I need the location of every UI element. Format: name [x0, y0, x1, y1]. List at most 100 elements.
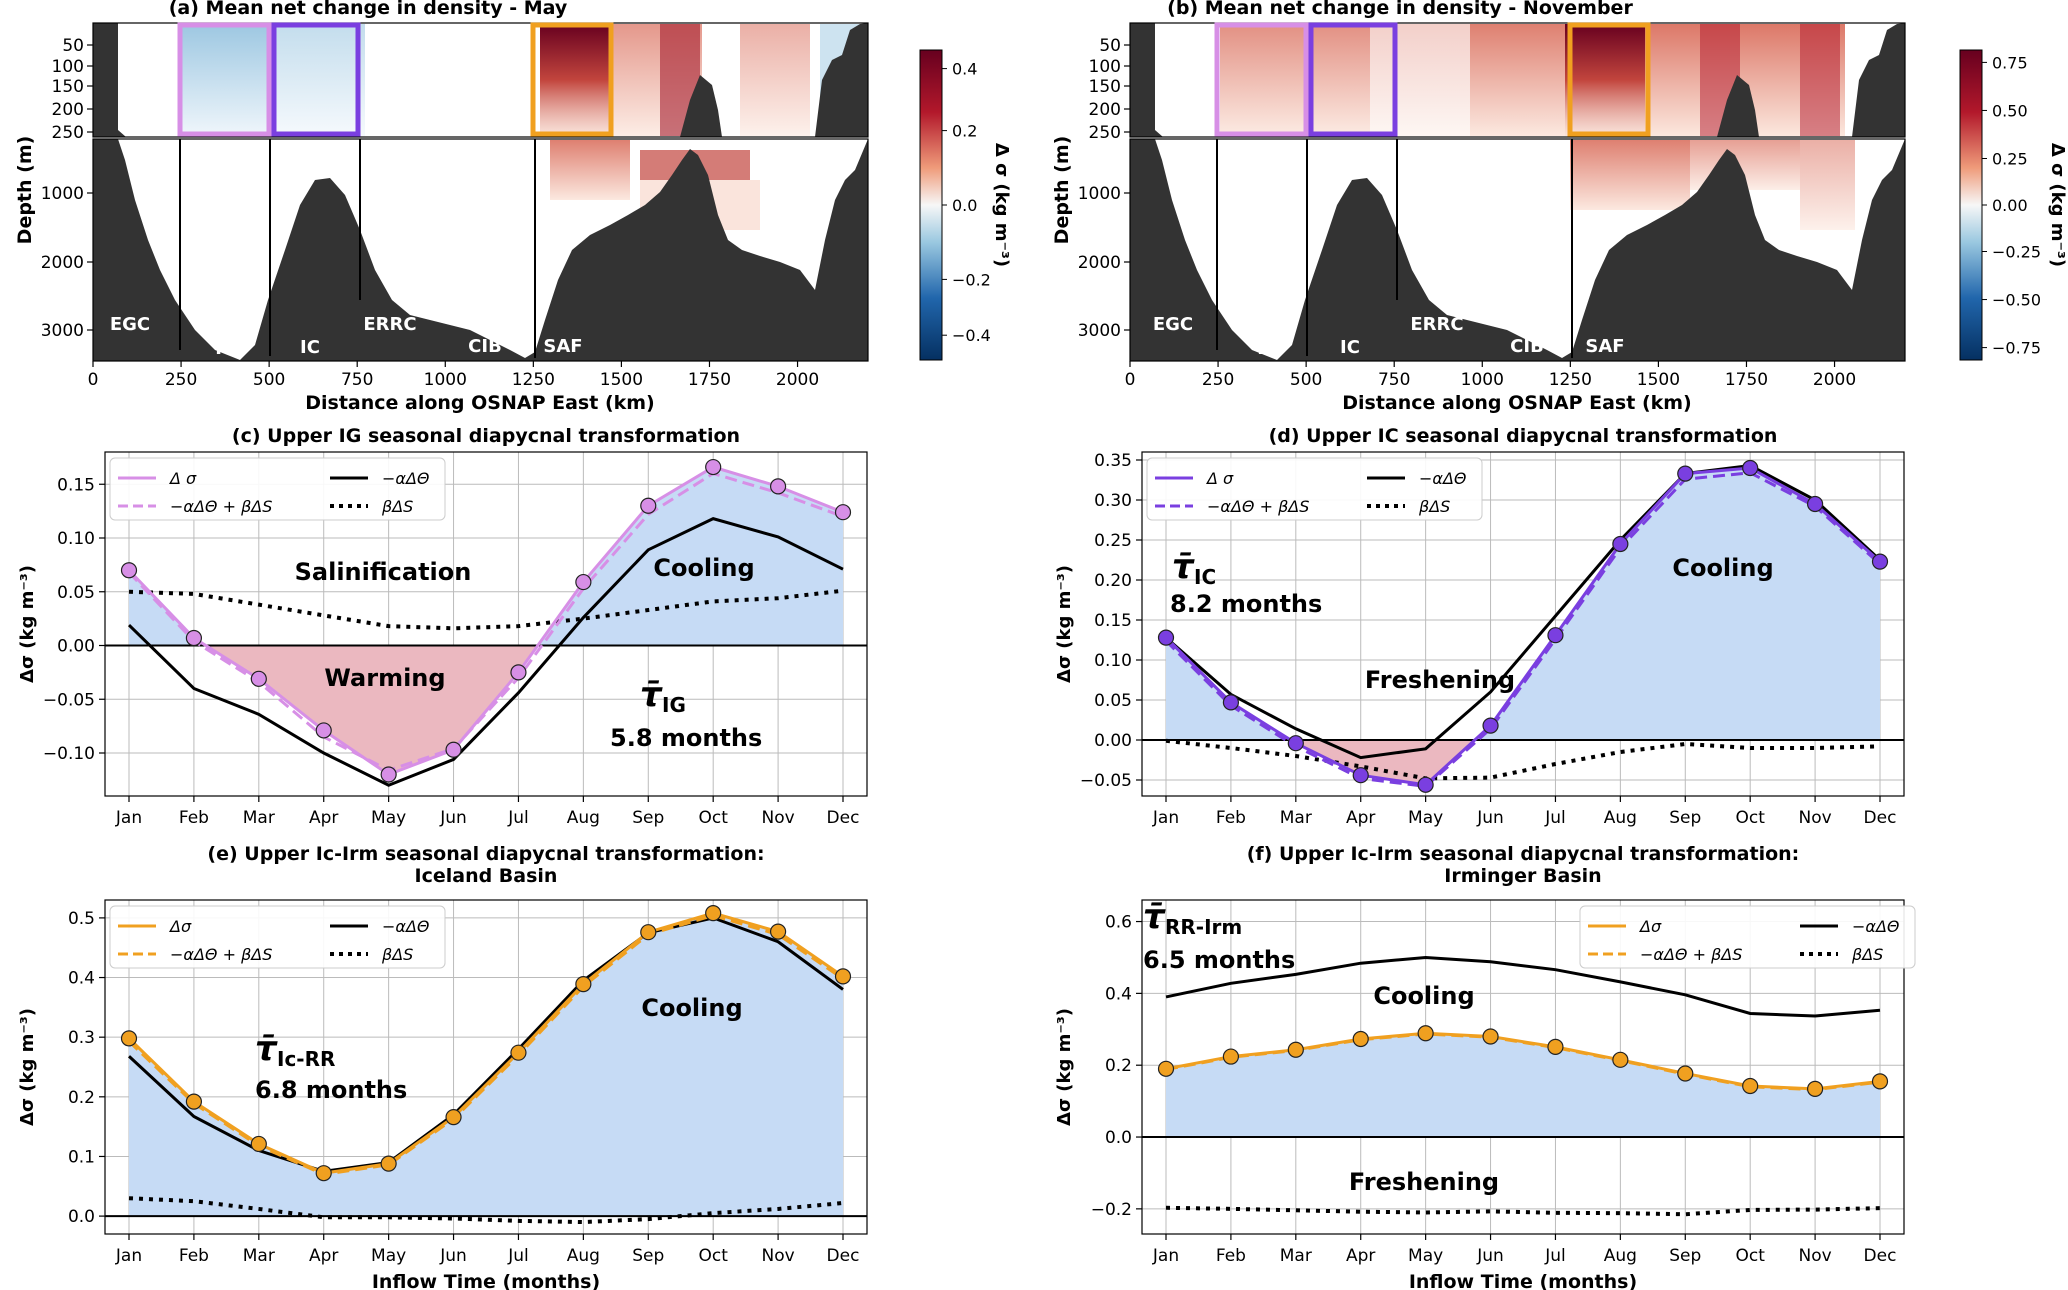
data-point	[250, 670, 267, 687]
panel-b-upper-anomalies	[1220, 24, 1845, 136]
x-tick-label: Jun	[439, 808, 467, 828]
annotation-cool: Cooling	[1672, 554, 1773, 582]
y-tick-label: 0.6	[1105, 913, 1132, 933]
annotation-cool: Cooling	[653, 554, 754, 582]
data-point	[1417, 776, 1434, 793]
x-tick-label: Apr	[309, 1246, 338, 1266]
distance-tick-label: 750	[341, 370, 373, 390]
colorbar-tick-label: 0.25	[1992, 150, 2028, 169]
x-tick-label: Oct	[698, 1246, 728, 1266]
legend: Δ σ −αΔΘ + βΔS −αΔΘ βΔS	[1146, 457, 1483, 521]
x-tick-label: Jan	[1152, 808, 1179, 828]
data-point	[1157, 629, 1175, 646]
series-line-0	[127, 911, 844, 1175]
positive-fill-area	[1166, 1033, 1880, 1138]
x-tick-label: Jul	[1544, 1246, 1566, 1266]
y-tick-label: 0.05	[57, 583, 95, 603]
x-tick-label: Jan	[115, 1246, 142, 1266]
legend: Δ σ −αΔΘ + βΔS −αΔΘ βΔS	[109, 457, 446, 521]
data-point	[575, 573, 592, 591]
tau-value: 6.5 months	[1143, 946, 1295, 974]
data-point	[640, 497, 657, 514]
y-tick-label: 0.5	[68, 909, 95, 929]
data-point	[1871, 1073, 1889, 1090]
series-line-2	[1165, 955, 1881, 1018]
x-tick-label: Nov	[1798, 808, 1831, 828]
chart-c: (c) Upper IG seasonal diapycnal transfor…	[17, 425, 868, 828]
y-tick-label: 0.15	[57, 475, 95, 495]
data-point	[705, 458, 722, 476]
x-tick-label: Jan	[1152, 1246, 1179, 1266]
distance-tick-label: 1750	[688, 370, 731, 390]
y-tick-label: −0.05	[43, 690, 95, 710]
tau-symbol: τ̄	[1143, 897, 1166, 937]
legend-label: −αΔΘ + βΔS	[1207, 497, 1309, 516]
plot-frame	[104, 451, 868, 797]
annotation-fresh: Freshening	[1349, 1168, 1499, 1196]
data-point	[1482, 1028, 1499, 1045]
plot-frame	[1141, 899, 1905, 1235]
x-tick-label: May	[1408, 1246, 1443, 1266]
tau-value: 5.8 months	[610, 724, 762, 752]
chart-title: (e) Upper Ic-Irm seasonal diapycnal tran…	[207, 843, 764, 865]
y-tick-label: −0.05	[1080, 771, 1132, 791]
x-tick-label: Jul	[507, 808, 529, 828]
positive-fill-area	[129, 467, 843, 646]
legend-box	[109, 457, 446, 521]
x-tick-label: Mar	[243, 808, 275, 828]
distance-tick-label: 2000	[776, 370, 819, 390]
panel-b-region-ic: IC	[1340, 337, 1360, 358]
data-point	[1612, 1051, 1629, 1068]
x-tick-label: Jun	[439, 1246, 467, 1266]
y-tick-label: 0.4	[1105, 984, 1132, 1004]
panel-b-box-ig	[1214, 22, 1309, 137]
distance-tick-label: 1500	[600, 370, 643, 390]
data-point	[185, 629, 203, 647]
data-point	[640, 924, 657, 941]
chart-d: (d) Upper IC seasonal diapycnal transfor…	[1054, 425, 1905, 828]
distance-tick-label: 1000	[1461, 370, 1504, 390]
x-tick-label: May	[1408, 808, 1443, 828]
chart-title: (d) Upper IC seasonal diapycnal transfor…	[1269, 425, 1778, 447]
panel-b-ylabel: Depth (m)	[1051, 136, 1073, 245]
plot-frame	[1141, 451, 1905, 797]
x-tick-label: Sep	[1669, 808, 1701, 828]
series-line-3	[1165, 738, 1881, 781]
y-tick-label: 0.00	[57, 637, 95, 657]
data-point	[510, 1044, 527, 1061]
legend-label: βΔS	[1851, 945, 1883, 964]
y-tick-label: 0.4	[68, 969, 95, 989]
x-tick-label: Mar	[243, 1246, 275, 1266]
depth-tick-label: 1000	[41, 184, 84, 204]
colorbar-tick-label: −0.4	[952, 326, 991, 345]
data-point	[1806, 495, 1824, 513]
data-point	[1482, 717, 1499, 734]
panel-a-upper-ridge	[680, 75, 722, 137]
chart-subtitle: Iceland Basin	[415, 865, 558, 887]
data-point	[834, 968, 852, 985]
x-tick-label: Feb	[179, 1246, 209, 1266]
legend-label: −αΔΘ + βΔS	[170, 497, 272, 516]
data-point	[315, 1165, 332, 1182]
y-tick-label: 0.10	[1094, 651, 1132, 671]
y-axis-label: Δσ (kg m⁻³)	[17, 1008, 38, 1126]
distance-tick-label: 2000	[1813, 370, 1856, 390]
legend-label: −αΔΘ	[382, 917, 430, 936]
y-axis-label: Δσ (kg m⁻³)	[17, 565, 38, 683]
panel-a-region-ic: IC	[300, 337, 320, 358]
x-tick-label: Feb	[1216, 808, 1246, 828]
x-tick-label: Nov	[1798, 1246, 1831, 1266]
legend-label: −αΔΘ + βΔS	[1640, 945, 1742, 964]
legend-label: −αΔΘ	[382, 469, 430, 488]
panel-b-region-cib: CIB	[1510, 336, 1544, 357]
tau-value: 8.2 months	[1170, 590, 1322, 618]
legend-label: Δσ	[1638, 917, 1662, 936]
depth-tick-label: 3000	[1078, 321, 1121, 341]
positive-fill-area	[1166, 468, 1880, 740]
chart-title: (c) Upper IG seasonal diapycnal transfor…	[232, 425, 740, 447]
colorbar-tick-label: 0.0	[952, 196, 977, 215]
data-point	[705, 905, 722, 922]
panel-a-colorbar-label: Δ σ (kg m⁻³)	[991, 143, 1012, 267]
x-tick-label: Jun	[1476, 808, 1504, 828]
